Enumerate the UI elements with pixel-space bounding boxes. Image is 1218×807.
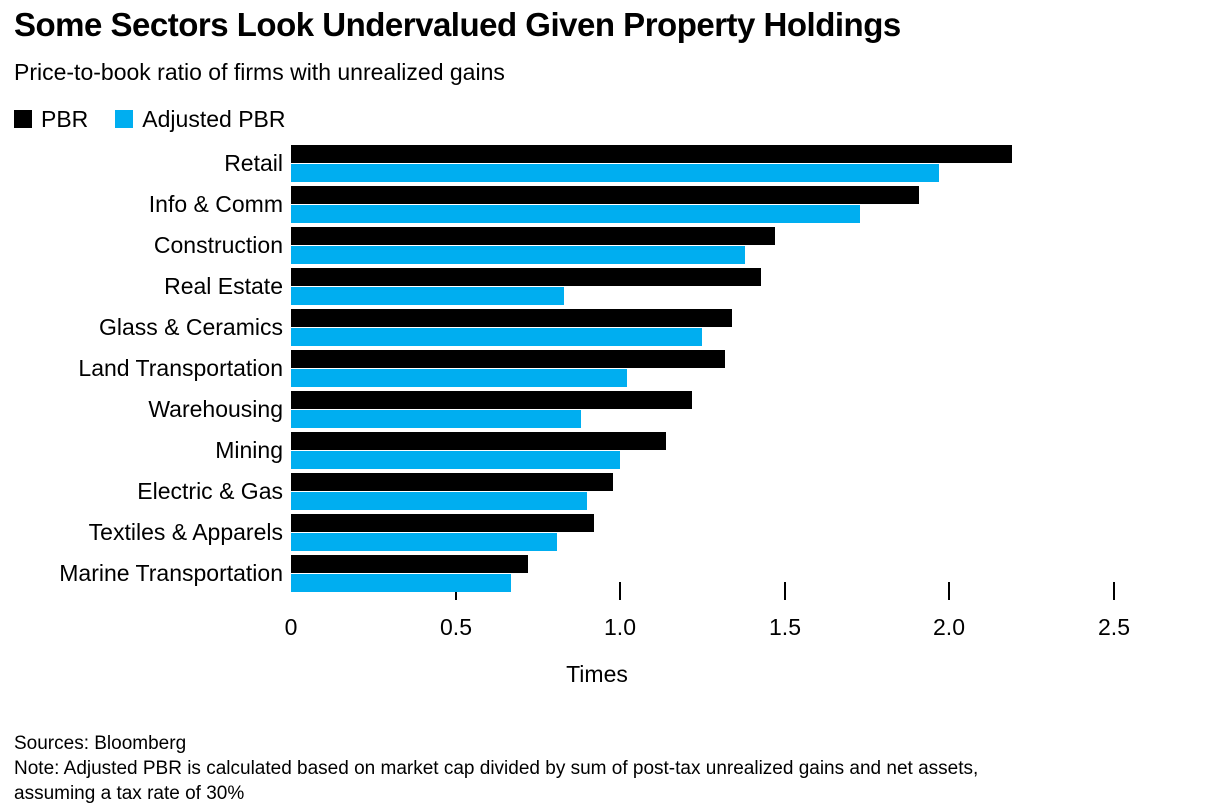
category-label: Marine Transportation: [59, 560, 283, 586]
axis-tick: [948, 582, 950, 600]
bar-pbr: [291, 268, 761, 286]
bar-group: [291, 227, 775, 264]
axis-tick-label: 2.0: [933, 614, 965, 640]
axis-tick-label: 2.5: [1098, 614, 1130, 640]
chart-rows: Retail Info & Comm Construction Real Estate…: [0, 145, 1218, 596]
axis-tick: [1113, 582, 1115, 600]
chart-row: Marine Transportation: [0, 555, 1218, 596]
bar-adjusted-pbr: [291, 492, 587, 510]
bar-pbr: [291, 514, 594, 532]
category-label: Electric & Gas: [137, 478, 283, 504]
chart-title: Some Sectors Look Undervalued Given Prop…: [14, 6, 901, 43]
x-axis-labels: 0 0.5 1.0 1.5 2.0 2.5: [285, 614, 1218, 641]
bar-group: [291, 268, 761, 305]
bar-adjusted-pbr: [291, 451, 620, 469]
chart-row: Textiles & Apparels: [0, 514, 1218, 555]
legend-label-adjusted-pbr: Adjusted PBR: [142, 105, 286, 132]
chart-footer: Sources: Bloomberg Note: Adjusted PBR is…: [14, 731, 1024, 806]
axis-tick: [784, 582, 786, 600]
axis-tick: [619, 582, 621, 600]
bar-pbr: [291, 145, 1012, 163]
bar-adjusted-pbr: [291, 410, 581, 428]
bar-pbr: [291, 391, 692, 409]
bar-pbr: [291, 473, 613, 491]
chart-row: Warehousing: [0, 391, 1218, 432]
bar-group: [291, 350, 725, 387]
chart-row: Real Estate: [0, 268, 1218, 309]
category-label: Textiles & Apparels: [88, 519, 283, 545]
legend-label-pbr: PBR: [41, 105, 89, 132]
chart-row: Land Transportation: [0, 350, 1218, 391]
bar-group: [291, 555, 528, 592]
bar-group: [291, 391, 692, 428]
category-label: Info & Comm: [148, 191, 283, 217]
legend-item-pbr: PBR: [14, 106, 88, 133]
bar-adjusted-pbr: [291, 287, 564, 305]
bar-group: [291, 514, 594, 551]
legend-item-adjusted-pbr: Adjusted PBR: [115, 105, 286, 133]
bar-pbr: [291, 350, 725, 368]
bar-group: [291, 186, 919, 223]
x-axis-title: Times: [566, 661, 628, 687]
chart-page: Some Sectors Look Undervalued Given Prop…: [0, 6, 1218, 807]
bar-pbr: [291, 309, 732, 327]
bar-pbr: [291, 227, 775, 245]
category-label: Glass & Ceramics: [98, 314, 283, 340]
bar-group: [291, 145, 1012, 182]
note-text: Note: Adjusted PBR is calculated based o…: [14, 758, 979, 804]
category-label: Mining: [215, 437, 283, 463]
bar-pbr: [291, 555, 528, 573]
sources-text: Sources: Bloomberg: [14, 733, 187, 754]
bar-adjusted-pbr: [291, 246, 745, 264]
bar-adjusted-pbr: [291, 369, 627, 387]
bar-group: [291, 432, 666, 469]
chart-legend: PBR Adjusted PBR: [14, 105, 1204, 133]
bar-group: [291, 473, 613, 510]
chart-row: Mining: [0, 432, 1218, 473]
bar-adjusted-pbr: [291, 164, 939, 182]
bar-adjusted-pbr: [291, 328, 702, 346]
axis-tick-label: 1.0: [604, 614, 636, 640]
chart-row: Electric & Gas: [0, 473, 1218, 514]
bar-adjusted-pbr: [291, 533, 557, 551]
category-label: Construction: [153, 232, 283, 258]
adjusted-pbr-swatch-icon: [115, 110, 134, 128]
axis-tick-label: 1.5: [769, 614, 801, 640]
chart-subtitle: Price-to-book ratio of firms with unreal…: [14, 59, 505, 85]
chart-row: Construction: [0, 227, 1218, 268]
category-label: Land Transportation: [78, 355, 283, 381]
bar-group: [291, 309, 732, 346]
bar-adjusted-pbr: [291, 205, 860, 223]
category-label: Warehousing: [148, 396, 283, 422]
pbr-swatch-icon: [14, 110, 32, 128]
chart-row: Info & Comm: [0, 186, 1218, 227]
bar-pbr: [291, 186, 919, 204]
axis-tick-label: 0.5: [440, 614, 472, 640]
chart-row: Glass & Ceramics: [0, 309, 1218, 350]
category-label: Retail: [224, 150, 283, 176]
category-label: Real Estate: [164, 273, 283, 299]
chart-row: Retail: [0, 145, 1218, 186]
bar-chart: Retail Info & Comm Construction Real Estate…: [0, 145, 1218, 600]
bar-pbr: [291, 432, 666, 450]
bar-adjusted-pbr: [291, 574, 511, 592]
axis-tick-label: 0: [284, 614, 298, 640]
